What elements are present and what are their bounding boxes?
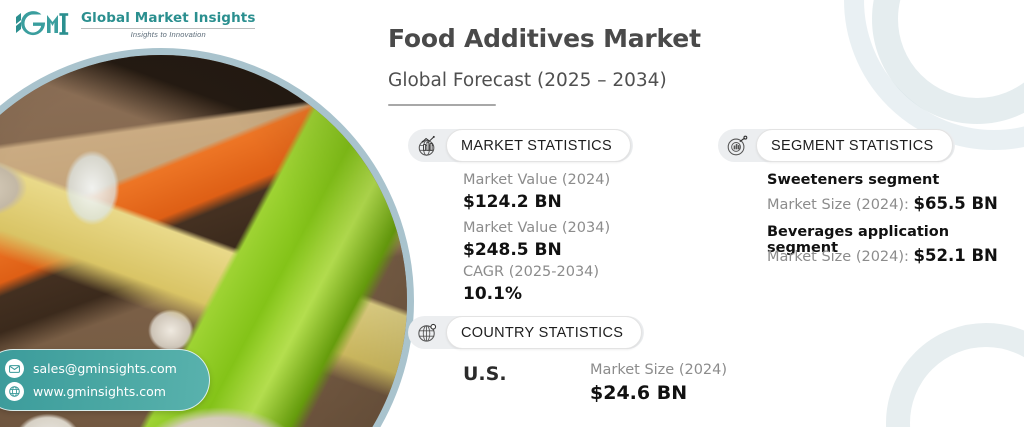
contact-website-text: www.gminsights.com: [33, 384, 166, 399]
brand-tagline: Insights to Innovation: [130, 29, 206, 39]
market-row-0-label: Market Value (2024): [463, 172, 611, 188]
logo-divider: [81, 27, 256, 29]
contact-badge: sales@gminsights.com www.gminsights.com: [0, 349, 210, 411]
page-title: Food Additives Market: [388, 24, 701, 53]
segment-item-1-metric-label: Market Size (2024):: [767, 249, 914, 265]
country-metric-label: Market Size (2024): [590, 362, 728, 378]
market-row-0-value: $124.2 BN: [463, 192, 562, 212]
segment-statistics-label: SEGMENT STATISTICS: [756, 129, 953, 162]
segment-item-0-value: $65.5 BN: [913, 194, 998, 213]
envelope-icon: [5, 359, 24, 378]
decorative-arc-bottom-right: [886, 323, 1024, 427]
segment-statistics-pill[interactable]: SEGMENT STATISTICS: [718, 129, 955, 162]
globe-bar-chart-icon: [408, 129, 446, 162]
pie-chart-pointer-icon: [718, 129, 756, 162]
country-statistics-label: COUNTRY STATISTICS: [446, 316, 643, 349]
market-row-1-label: Market Value (2034): [463, 220, 611, 236]
market-row-2-label: CAGR (2025-2034): [463, 264, 600, 280]
contact-email-text: sales@gminsights.com: [33, 361, 177, 376]
globe-pin-icon: [408, 316, 446, 349]
segment-item-1-title: Beverages application segment: [767, 224, 950, 256]
country-metric-value: $24.6 BN: [590, 382, 688, 404]
segment-item-0-metric: Market Size (2024): $65.5 BN: [767, 194, 998, 213]
title-divider: [388, 104, 496, 106]
contact-email-row[interactable]: sales@gminsights.com: [5, 359, 209, 378]
page-subtitle: Global Forecast (2025 – 2034): [388, 70, 667, 91]
market-statistics-label: MARKET STATISTICS: [446, 129, 631, 162]
gmi-logo-text: Global Market Insights Insights to Innov…: [81, 9, 256, 39]
gmi-logo[interactable]: Global Market Insights Insights to Innov…: [12, 9, 256, 39]
market-row-1-value: $248.5 BN: [463, 240, 562, 260]
country-statistics-pill[interactable]: COUNTRY STATISTICS: [408, 316, 645, 349]
market-row-2-value: 10.1%: [463, 284, 522, 304]
brand-name: Global Market Insights: [81, 9, 256, 26]
gmi-logo-icon: [12, 9, 74, 39]
globe-icon: [5, 382, 24, 401]
segment-item-0-metric-label: Market Size (2024):: [767, 197, 914, 213]
country-name: U.S.: [463, 363, 507, 385]
segment-item-1-metric: Market Size (2024): $52.1 BN: [767, 246, 998, 265]
contact-website-row[interactable]: www.gminsights.com: [5, 382, 209, 401]
segment-item-0-title: Sweeteners segment: [767, 172, 940, 188]
segment-item-1-value: $52.1 BN: [913, 246, 998, 265]
market-statistics-pill[interactable]: MARKET STATISTICS: [408, 129, 633, 162]
